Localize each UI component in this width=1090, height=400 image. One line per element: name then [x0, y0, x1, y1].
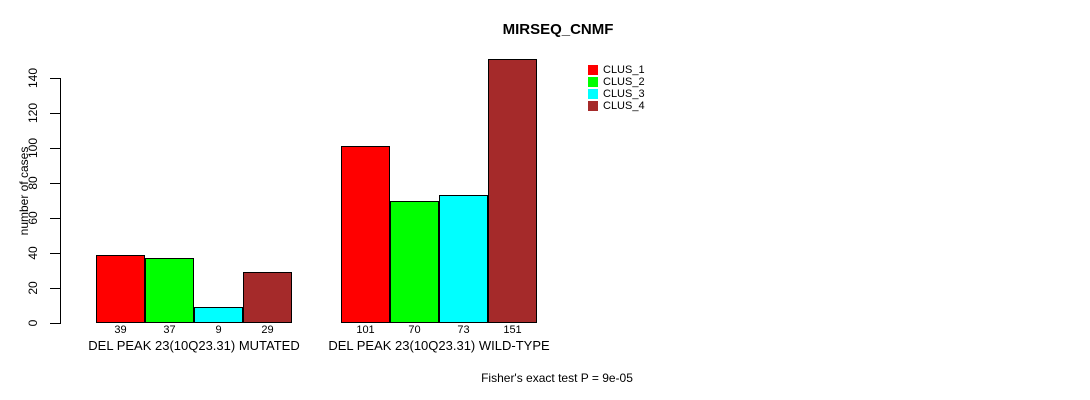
legend-swatch-clus_2	[588, 77, 598, 87]
y-axis-tick	[50, 113, 60, 114]
bar-clus_3-group1	[194, 307, 243, 323]
y-axis-tick-label: 0	[26, 319, 40, 327]
y-axis-tick	[50, 148, 60, 149]
legend-swatch-clus_3	[588, 89, 598, 99]
y-axis-tick	[50, 323, 60, 324]
bar-value-label: 9	[215, 324, 222, 336]
y-axis-tick	[50, 253, 60, 254]
y-axis-tick-label: 140	[26, 67, 40, 89]
bar-value-label: 151	[503, 324, 522, 336]
bar-value-label: 37	[163, 324, 176, 336]
bar-value-label: 29	[261, 324, 274, 336]
legend-label: CLUS_4	[603, 100, 645, 112]
bar-clus_1-group1	[96, 254, 145, 323]
y-axis-tick	[50, 183, 60, 184]
bar-clus_4-group2	[488, 58, 537, 323]
bar-value-label: 39	[114, 324, 127, 336]
bar-clus_2-group2	[390, 200, 439, 323]
legend-swatch-clus_4	[588, 101, 598, 111]
y-axis-tick	[50, 288, 60, 289]
x-axis-group-label: DEL PEAK 23(10Q23.31) MUTATED	[88, 338, 300, 353]
bar-value-label: 70	[408, 324, 421, 336]
chart-title: MIRSEQ_CNMF	[502, 21, 614, 38]
y-axis-tick-label: 80	[26, 176, 40, 190]
legend-label: CLUS_2	[603, 76, 645, 88]
bar-value-label: 101	[356, 324, 375, 336]
y-axis-tick-label: 100	[26, 137, 40, 159]
y-axis-tick	[50, 78, 60, 79]
y-axis-tick-label: 40	[26, 246, 40, 260]
bar-clus_3-group2	[439, 195, 488, 323]
y-axis-tick	[50, 218, 60, 219]
bar-value-label: 73	[457, 324, 470, 336]
fisher-test-annotation: Fisher's exact test P = 9e-05	[481, 371, 633, 385]
legend-swatch-clus_1	[588, 65, 598, 75]
legend-label: CLUS_1	[603, 64, 645, 76]
legend-label: CLUS_3	[603, 88, 645, 100]
bar-clus_1-group2	[341, 146, 390, 323]
x-axis-group-label: DEL PEAK 23(10Q23.31) WILD-TYPE	[328, 338, 550, 353]
y-axis-line	[60, 78, 61, 324]
y-axis-tick-label: 20	[26, 281, 40, 295]
y-axis-tick-label: 120	[26, 102, 40, 124]
y-axis-tick-label: 60	[26, 211, 40, 225]
bar-clus_2-group1	[145, 258, 194, 323]
bar-clus_4-group1	[243, 272, 292, 323]
